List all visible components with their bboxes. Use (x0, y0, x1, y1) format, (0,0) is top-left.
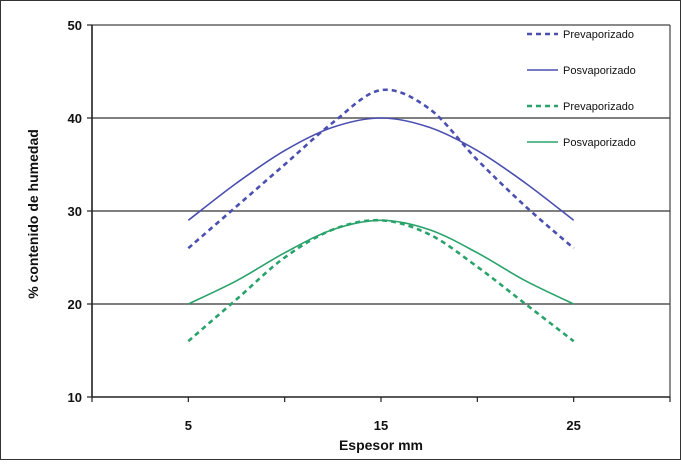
x-tick-label: 25 (566, 418, 580, 433)
y-tick-label: 30 (68, 204, 82, 219)
x-tick-label: 5 (185, 418, 192, 433)
legend-label-3: Prevaporizado (563, 101, 634, 113)
y-tick-label: 10 (68, 390, 82, 405)
x-axis-title: Espesor mm (339, 437, 423, 453)
y-tick-label: 40 (68, 111, 82, 126)
legend: Prevaporizado Posvaporizado Prevaporizado P… (527, 29, 636, 149)
axes: 10 20 30 40 50 5 15 25 (68, 18, 671, 433)
series-lines (187, 88, 575, 343)
y-tick-label: 20 (68, 297, 82, 312)
y-tick-label: 50 (68, 18, 82, 33)
legend-label-4: Posvaporizado (563, 137, 636, 149)
series-line-4 (187, 219, 575, 305)
series-line-3 (187, 218, 575, 343)
series-line-1 (187, 88, 575, 250)
legend-label-1: Prevaporizado (563, 29, 634, 41)
series-line-2 (187, 117, 575, 221)
x-tick-label: 15 (374, 418, 388, 433)
legend-label-2: Posvaporizado (563, 65, 636, 77)
y-axis-title: % contenido de humedad (25, 129, 41, 299)
